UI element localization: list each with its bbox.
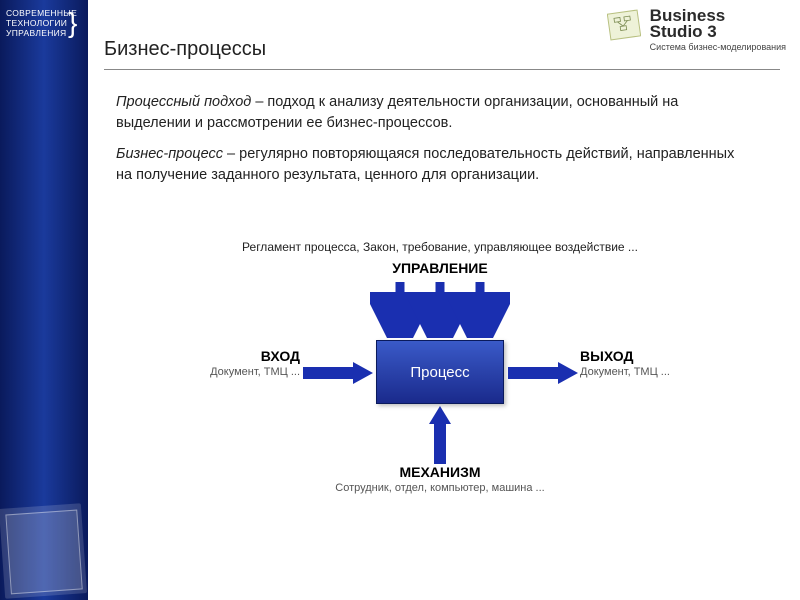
diagram-bottom-note: Сотрудник, отдел, компьютер, машина ... xyxy=(100,482,780,494)
brace-icon: } xyxy=(68,6,78,40)
left-brand-stripe: СОВРЕМЕННЫЕ ТЕХНОЛОГИИ УПРАВЛЕНИЯ } xyxy=(0,0,88,600)
flowchart-icon xyxy=(607,8,641,42)
left-note: Документ, ТМЦ ... xyxy=(130,366,300,378)
title-bar: Бизнес-процессы xyxy=(104,38,780,70)
diagram-top-note: Регламент процесса, Закон, требование, у… xyxy=(100,240,780,254)
right-note: Документ, ТМЦ ... xyxy=(580,366,750,378)
paper-decoration-icon xyxy=(0,503,87,599)
term-1: Процессный подход xyxy=(116,94,251,110)
process-box-label: Процесс xyxy=(410,364,469,381)
paragraph-2: Бизнес-процесс – регулярно повторяющаяся… xyxy=(116,144,736,186)
arrow-out-icon xyxy=(508,362,578,384)
logo-line1: СОВРЕМЕННЫЕ xyxy=(6,8,77,18)
title-underline xyxy=(104,69,780,70)
page-title: Бизнес-процессы xyxy=(104,38,780,69)
right-label: ВЫХОД xyxy=(580,348,750,364)
company-logo: СОВРЕМЕННЫЕ ТЕХНОЛОГИИ УПРАВЛЕНИЯ } xyxy=(6,8,77,39)
diagram-bottom-label: МЕХАНИЗМ xyxy=(100,464,780,480)
left-label: ВХОД xyxy=(130,348,300,364)
paragraph-1: Процессный подход – подход к анализу дея… xyxy=(116,92,736,134)
diagram-left: ВХОД Документ, ТМЦ ... xyxy=(130,348,300,378)
diagram-right: ВЫХОД Документ, ТМЦ ... xyxy=(580,348,750,378)
logo-line3: УПРАВЛЕНИЯ xyxy=(6,28,77,38)
arrows-down-icon xyxy=(370,280,510,338)
body-text: Процессный подход – подход к анализу дея… xyxy=(116,92,736,196)
process-box: Процесс xyxy=(376,340,504,404)
term-2: Бизнес-процесс xyxy=(116,146,223,162)
logo-line2: ТЕХНОЛОГИИ xyxy=(6,18,77,28)
diagram-top-label: УПРАВЛЕНИЕ xyxy=(100,260,780,276)
arrow-up-icon xyxy=(429,406,451,464)
process-diagram: Регламент процесса, Закон, требование, у… xyxy=(100,240,780,580)
arrow-in-icon xyxy=(303,362,373,384)
